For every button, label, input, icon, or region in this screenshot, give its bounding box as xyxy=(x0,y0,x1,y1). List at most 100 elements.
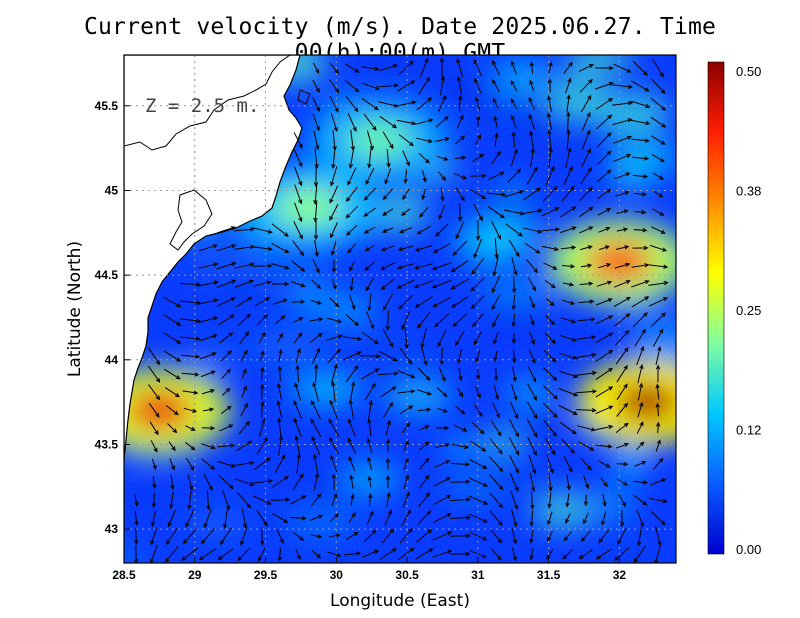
current-arrow xyxy=(580,530,591,543)
current-arrow xyxy=(217,548,234,561)
current-arrow xyxy=(619,509,625,528)
current-arrow xyxy=(492,402,500,419)
current-arrow xyxy=(344,551,362,556)
current-arrow xyxy=(512,366,517,383)
current-arrow xyxy=(330,166,338,187)
current-arrow xyxy=(378,371,399,376)
current-arrow xyxy=(489,456,504,473)
current-arrow xyxy=(219,424,234,432)
current-arrow xyxy=(260,400,265,419)
speed-blob xyxy=(284,503,359,543)
current-arrow xyxy=(471,257,485,275)
current-arrow xyxy=(253,280,272,287)
current-arrow xyxy=(542,402,558,419)
current-arrow xyxy=(450,497,472,502)
current-arrow xyxy=(217,226,236,234)
current-arrow xyxy=(470,440,487,452)
speed-blob xyxy=(384,379,452,413)
current-arrow xyxy=(348,148,355,169)
current-arrow xyxy=(559,352,578,360)
current-arrow xyxy=(602,494,607,507)
current-arrow xyxy=(386,491,391,507)
current-arrow xyxy=(511,294,516,311)
current-arrow xyxy=(547,492,552,509)
current-arrow xyxy=(529,315,535,326)
current-arrow xyxy=(199,244,218,252)
current-arrow xyxy=(200,370,216,378)
current-arrow xyxy=(612,101,634,106)
current-arrow xyxy=(546,511,553,526)
current-arrow xyxy=(256,509,268,527)
current-arrow xyxy=(260,366,265,381)
current-arrow xyxy=(579,206,594,218)
current-arrow xyxy=(439,56,445,78)
current-arrow xyxy=(631,280,650,288)
current-arrow xyxy=(636,421,644,434)
current-arrow xyxy=(219,527,232,546)
current-arrow xyxy=(595,349,614,362)
speed-blob xyxy=(442,437,484,461)
current-arrow xyxy=(313,184,318,206)
current-arrow xyxy=(509,454,520,474)
current-arrow xyxy=(312,381,320,402)
current-arrow xyxy=(456,114,464,129)
x-tick-label: 30.5 xyxy=(395,568,419,582)
current-arrow xyxy=(274,454,286,473)
current-arrow xyxy=(475,220,481,241)
current-arrow xyxy=(655,402,660,417)
y-tick-label: 43.5 xyxy=(95,437,119,451)
current-arrow xyxy=(313,202,318,223)
current-arrow xyxy=(489,492,504,509)
speed-blob xyxy=(630,316,676,365)
current-arrow xyxy=(293,417,303,438)
current-arrow xyxy=(529,296,535,309)
current-arrow xyxy=(511,509,518,528)
current-arrow xyxy=(544,332,557,345)
current-arrow xyxy=(278,348,283,363)
current-arrow xyxy=(380,245,395,252)
current-arrow xyxy=(169,491,174,510)
current-arrow xyxy=(528,454,537,475)
current-arrow xyxy=(292,473,304,491)
speed-blob xyxy=(603,480,632,526)
current-arrow xyxy=(437,94,447,113)
current-arrow xyxy=(350,493,355,506)
current-arrow xyxy=(382,227,394,233)
current-arrow xyxy=(329,62,340,75)
current-arrow xyxy=(397,389,416,394)
current-arrow xyxy=(523,187,542,201)
current-arrow xyxy=(632,174,649,179)
current-arrow xyxy=(345,364,359,383)
current-arrow xyxy=(166,527,178,545)
current-arrow xyxy=(490,547,502,561)
current-arrow xyxy=(648,280,669,286)
current-arrow xyxy=(385,457,391,470)
current-arrow xyxy=(345,63,360,73)
current-arrow xyxy=(545,315,556,326)
current-arrow xyxy=(327,551,342,558)
current-arrow xyxy=(492,313,500,328)
current-arrow xyxy=(618,493,627,508)
current-arrow xyxy=(313,220,319,241)
current-arrow xyxy=(528,277,536,292)
current-arrow xyxy=(432,549,453,558)
current-arrow xyxy=(403,168,408,185)
current-arrow xyxy=(399,347,413,365)
current-arrow xyxy=(180,336,201,341)
current-arrow xyxy=(293,132,303,149)
current-arrow xyxy=(148,347,161,366)
current-arrow xyxy=(421,188,426,201)
current-arrow xyxy=(237,313,251,326)
current-arrow xyxy=(655,364,661,383)
current-arrow xyxy=(546,548,554,560)
current-arrow xyxy=(365,167,375,186)
current-arrow xyxy=(455,187,465,202)
current-arrow xyxy=(290,516,307,521)
current-arrow xyxy=(367,148,372,169)
current-arrow xyxy=(529,332,535,345)
current-arrow xyxy=(234,279,255,288)
current-arrow xyxy=(576,408,597,413)
current-arrow xyxy=(530,491,535,510)
current-arrow xyxy=(293,332,303,344)
current-arrow xyxy=(364,529,377,543)
